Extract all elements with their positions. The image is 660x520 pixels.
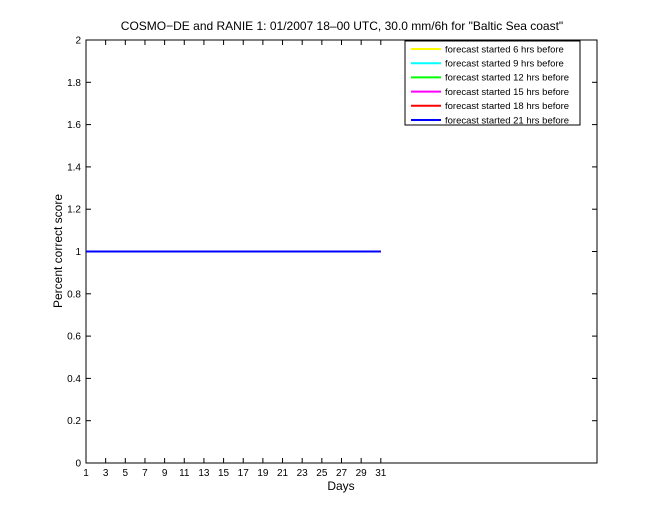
x-tick-label: 7 [142, 468, 148, 479]
x-tick-label: 9 [162, 468, 168, 479]
y-tick-label: 0.4 [67, 374, 81, 385]
legend-label-5: forecast started 18 hrs before [445, 101, 569, 112]
legend-box [404, 40, 581, 126]
y-tick-label: 1.4 [67, 162, 81, 173]
legend-label-1: forecast started 6 hrs before [445, 44, 564, 55]
x-tick-label: 3 [103, 468, 109, 479]
y-tick-label: 0.8 [67, 289, 81, 300]
y-tick-label: 2 [75, 36, 81, 47]
x-tick-label: 25 [316, 468, 328, 479]
y-tick-label: 1 [75, 247, 81, 258]
legend: forecast started 6 hrs before forecast st… [404, 40, 581, 126]
y-tick-label: 1.2 [67, 205, 81, 216]
chart-title: COSMO−DE and RANIE 1: 01/2007 18–00 UTC,… [121, 19, 563, 33]
y-tick-label: 0.6 [67, 332, 81, 343]
y-tick-label: 0 [75, 459, 81, 470]
y-tick-label: 1.8 [67, 78, 81, 89]
x-tick-label: 15 [218, 468, 230, 479]
x-tick-label: 5 [123, 468, 129, 479]
x-tick-label: 19 [257, 468, 269, 479]
legend-label-2: forecast started 9 hrs before [445, 59, 564, 70]
x-tick-label: 23 [297, 468, 309, 479]
x-tick-label: 21 [277, 468, 289, 479]
x-tick-label: 27 [336, 468, 348, 479]
x-tick-label: 11 [179, 468, 190, 479]
legend-label-4: forecast started 15 hrs before [445, 87, 569, 98]
y-axis-title: Percent correct score [51, 194, 65, 308]
x-tick-label: 13 [198, 468, 210, 479]
y-tick-label: 1.6 [67, 120, 81, 131]
x-tick-label: 1 [83, 468, 89, 479]
legend-label-6: forecast started 21 hrs before [445, 115, 569, 126]
y-axis-ticks: 0 0.2 0.4 0.6 0.8 1 1.2 1.4 1.6 1.8 2 [67, 36, 597, 470]
x-axis-title: Days [327, 479, 354, 493]
y-tick-label: 0.2 [67, 416, 81, 427]
x-tick-label: 17 [238, 468, 250, 479]
x-tick-label: 29 [356, 468, 368, 479]
x-axis-ticks: 1 3 5 7 9 11 13 15 17 19 21 23 25 27 29 31 [83, 40, 387, 479]
legend-label-3: forecast started 12 hrs before [445, 73, 569, 84]
x-tick-label: 31 [375, 468, 387, 479]
